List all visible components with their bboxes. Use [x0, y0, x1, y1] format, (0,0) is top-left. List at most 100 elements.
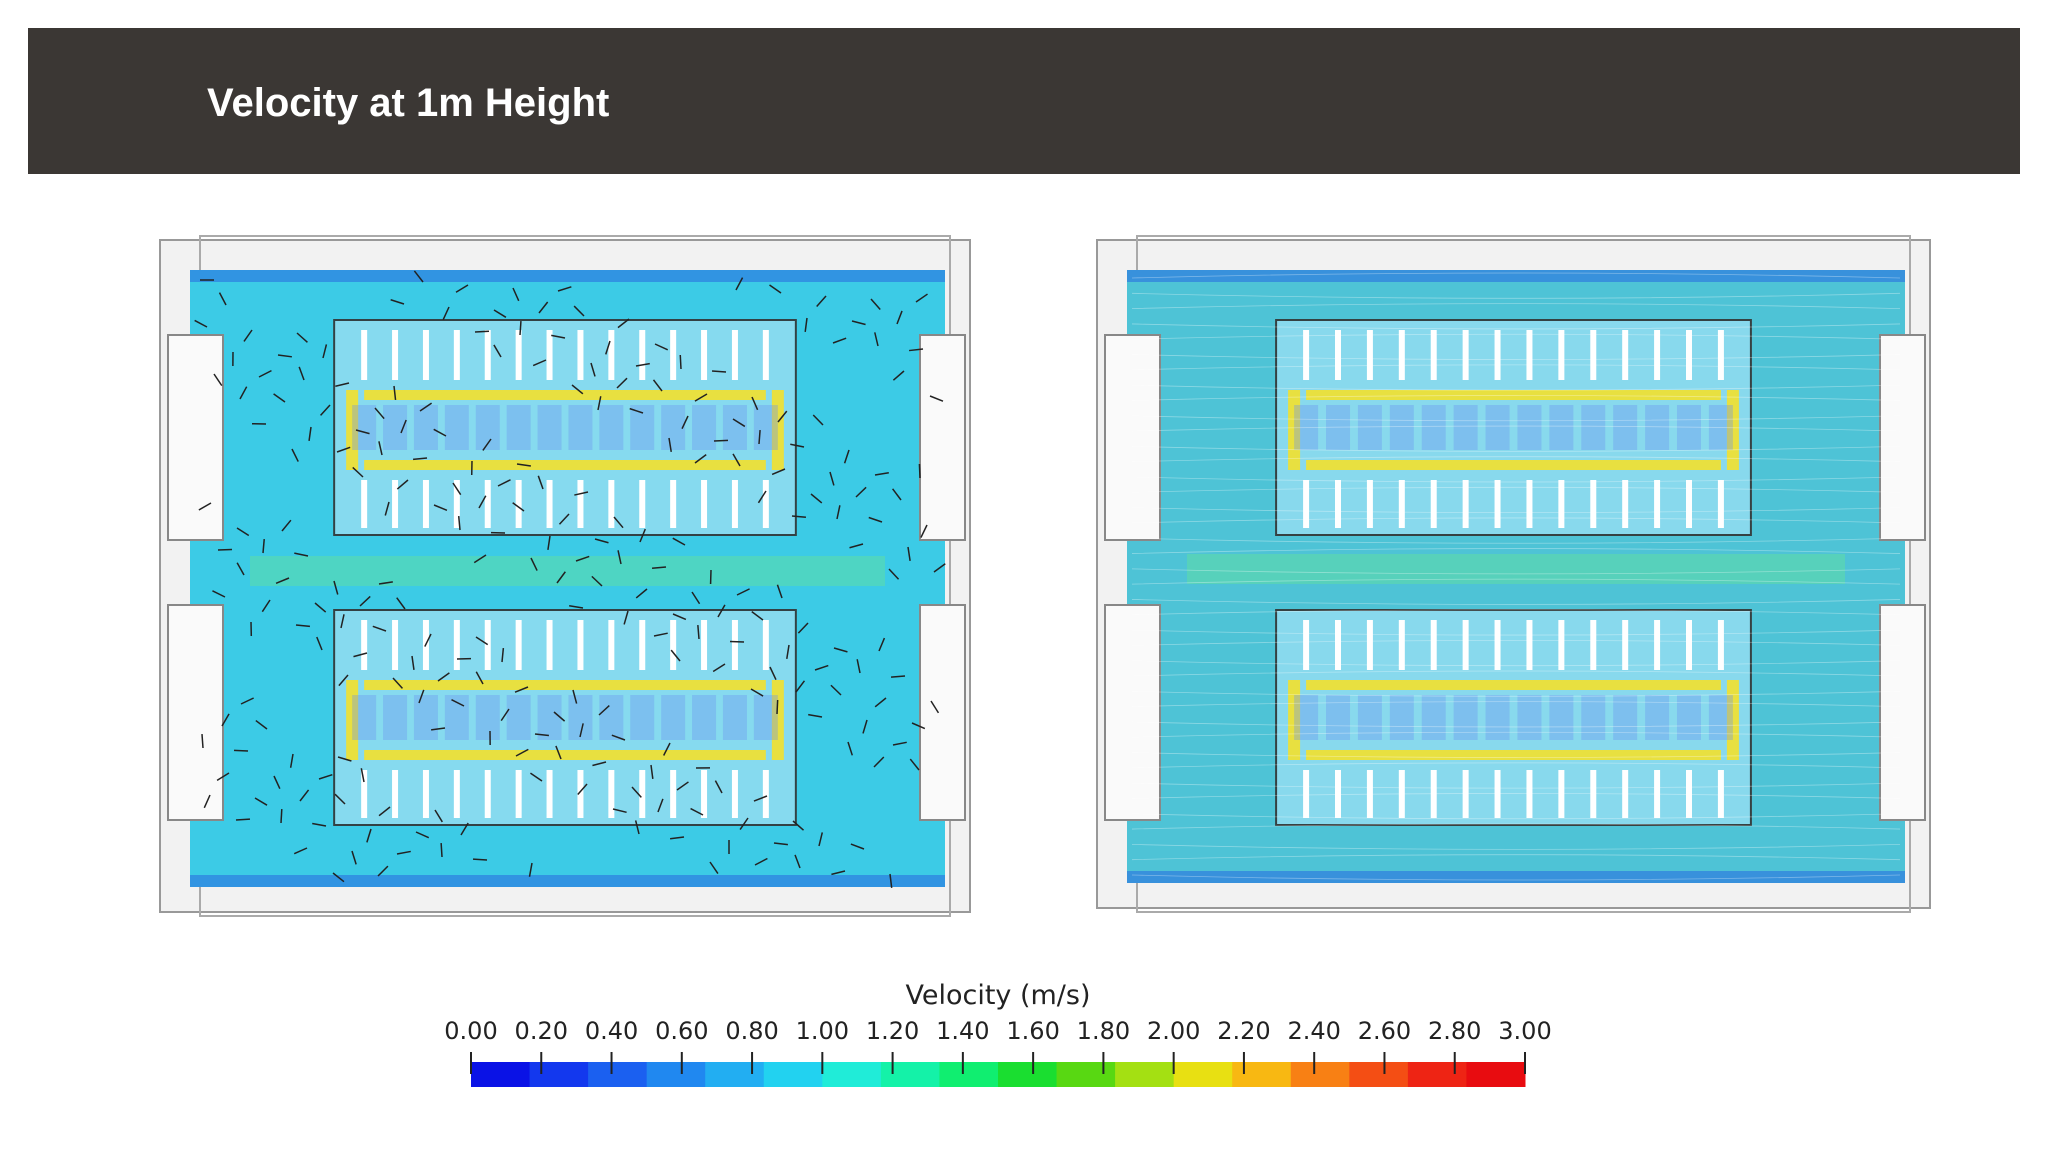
rack-slat — [1335, 770, 1342, 818]
flow-arrow — [516, 463, 531, 467]
streamline — [1131, 323, 1901, 330]
flow-arrow — [384, 501, 390, 516]
flow-arrow — [650, 764, 654, 779]
streamline — [1131, 272, 1901, 279]
rack-slat — [670, 620, 677, 670]
rack-slat — [484, 620, 491, 670]
flow-arrow — [631, 786, 642, 798]
flow-arrow — [216, 772, 230, 781]
flow-arrow — [333, 580, 339, 595]
streamline — [1131, 425, 1901, 432]
flow-arrow — [201, 733, 204, 749]
rack-slat — [361, 480, 368, 528]
streamline — [1131, 782, 1901, 789]
rack-slat — [639, 480, 646, 528]
colorbar-segment — [529, 1062, 589, 1087]
flow-arrow — [198, 502, 212, 511]
rack-slat — [1462, 480, 1469, 528]
colorbar-segment — [822, 1062, 882, 1087]
flow-arrow — [318, 773, 333, 780]
flow-arrow — [396, 479, 409, 490]
flow-arrow — [334, 793, 346, 805]
cold-patch — [1708, 695, 1733, 740]
hot-band — [346, 390, 359, 470]
cold-patch — [1613, 405, 1638, 450]
cold-patch — [692, 695, 717, 740]
flow-arrow — [847, 741, 853, 756]
hot-band — [1306, 390, 1721, 400]
rack-slat — [1654, 330, 1661, 380]
flow-arrow — [868, 516, 883, 523]
rack-slat — [1558, 770, 1565, 818]
flow-arrow — [194, 319, 208, 328]
flow-arrow — [312, 822, 327, 827]
streamline — [1131, 486, 1901, 493]
hot-band — [346, 680, 359, 760]
cold-patch — [1517, 695, 1542, 740]
flow-arrow — [672, 537, 686, 546]
hot-band — [364, 390, 766, 400]
colorbar-segment — [939, 1062, 999, 1087]
flow-arrow — [493, 309, 507, 318]
colorbar-tick-label: 3.00 — [1498, 1017, 1551, 1045]
flow-arrow — [681, 415, 689, 429]
rack-slat — [1335, 480, 1342, 528]
flow-arrow — [372, 625, 387, 632]
flow-arrow — [557, 286, 572, 292]
flow-arrow — [275, 577, 290, 585]
cold-patch — [537, 405, 562, 450]
cold-patch — [475, 695, 500, 740]
colorbar-tick-label: 2.00 — [1147, 1017, 1200, 1045]
flow-arrow — [611, 734, 626, 741]
flow-arrow — [233, 749, 249, 752]
hot-band — [1288, 390, 1301, 470]
rack-slat — [453, 770, 460, 818]
rack-slat — [1717, 620, 1724, 670]
rack-slat — [1654, 480, 1661, 528]
flow-arrow — [591, 575, 603, 587]
rack-slat — [1685, 330, 1692, 380]
cold-patch — [413, 695, 438, 740]
rack-slat — [1303, 480, 1310, 528]
rack-slat — [731, 330, 738, 380]
flow-arrow — [392, 677, 404, 689]
flow-arrow — [320, 404, 331, 416]
rack-slat — [1366, 770, 1373, 818]
rack-slat — [1494, 770, 1501, 818]
flow-arrow — [654, 343, 669, 351]
colorbar-segment — [1349, 1062, 1409, 1087]
rack-slat — [639, 620, 646, 670]
flow-arrow — [221, 713, 230, 727]
cold-patch — [1421, 405, 1446, 450]
flow-arrow — [553, 711, 566, 722]
rack-slat — [546, 480, 553, 528]
flow-arrow — [843, 449, 850, 464]
flow-arrow — [472, 858, 488, 861]
flow-arrow — [909, 758, 920, 771]
flow-arrow — [239, 386, 248, 400]
flow-arrow — [258, 369, 272, 378]
colorbar-tick-label: 2.40 — [1287, 1017, 1340, 1045]
colorbar-segment — [705, 1062, 765, 1087]
flow-arrow — [366, 828, 372, 843]
flow-arrow — [605, 340, 611, 355]
flow-arrow — [920, 524, 928, 538]
flow-arrow — [573, 305, 585, 317]
flow-arrow — [769, 284, 782, 294]
cold-patch — [1485, 405, 1510, 450]
hot-band — [1306, 750, 1721, 760]
flow-arrow — [437, 672, 450, 682]
flow-arrow — [663, 742, 671, 756]
flow-arrow — [378, 806, 391, 817]
rack-slat — [1303, 620, 1310, 670]
streamline — [1131, 823, 1901, 830]
flow-arrow — [672, 613, 687, 621]
cold-patch — [1676, 695, 1701, 740]
aisle-flow — [250, 556, 885, 586]
flow-arrow — [757, 490, 767, 504]
rack-slat — [670, 330, 677, 380]
rack-slat — [515, 620, 522, 670]
flow-arrow — [639, 528, 646, 543]
low-velocity-edge — [190, 875, 945, 887]
flow-arrow — [873, 756, 885, 768]
